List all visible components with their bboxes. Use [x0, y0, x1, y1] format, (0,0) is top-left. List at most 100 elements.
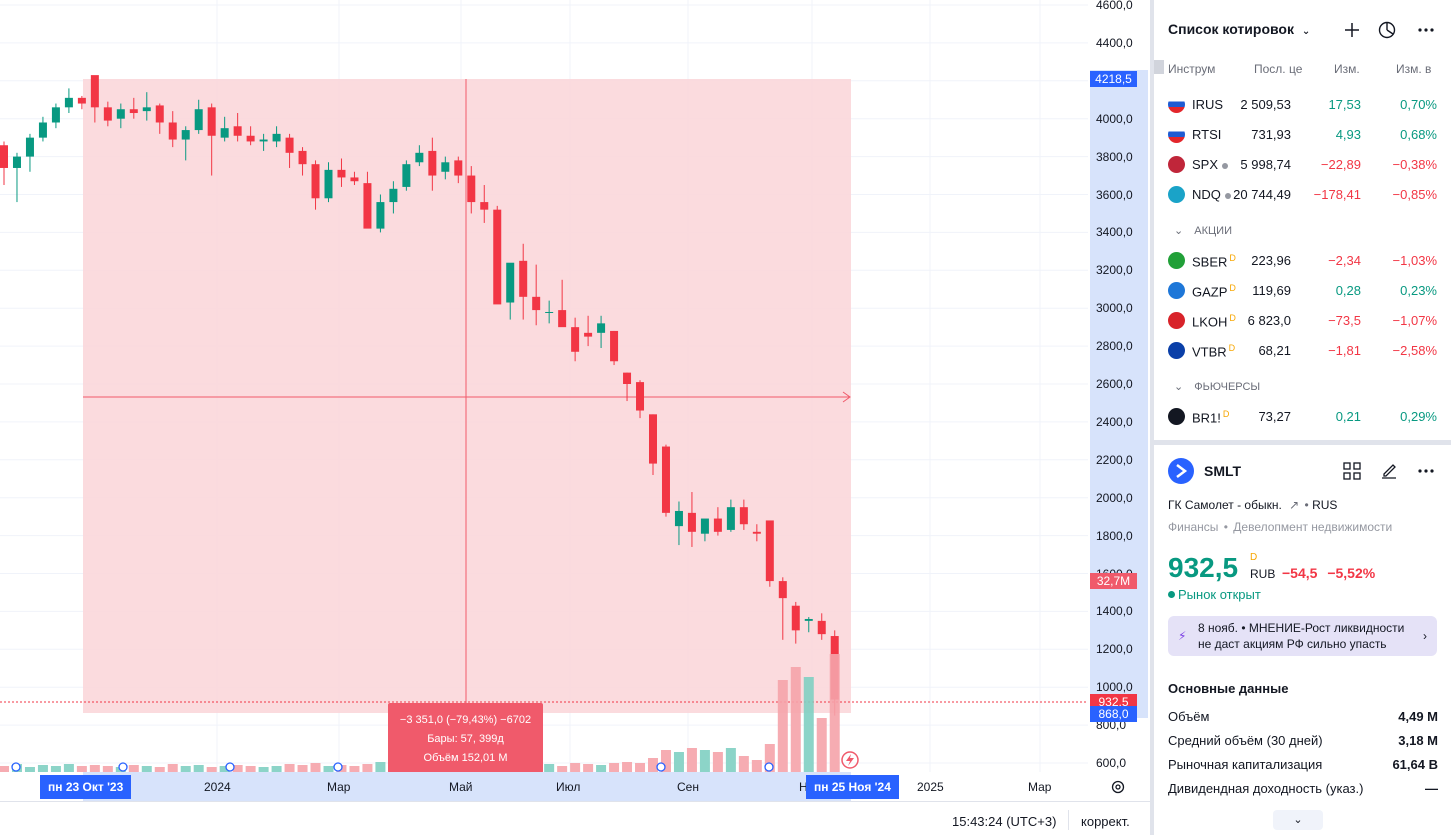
volume-bar — [816, 718, 827, 772]
fundamental-label: Объём — [1168, 709, 1210, 724]
watchlist-row-vtbr[interactable]: VTBR D 68,21 −1,81 −2,58% — [1154, 335, 1451, 365]
volume-bar — [803, 677, 814, 772]
details-symbol[interactable]: SMLT — [1204, 463, 1242, 479]
section-futures[interactable]: ⌄ ФЬЮЧЕРСЫ — [1174, 380, 1260, 393]
volume-bar — [76, 766, 87, 772]
volume-bar — [699, 750, 710, 772]
section-stocks[interactable]: ⌄ АКЦИИ — [1174, 224, 1232, 237]
expand-details-button[interactable]: ⌄ — [1273, 810, 1323, 830]
candle-body — [545, 311, 554, 313]
industry-link[interactable]: Девелопмент недвижимости — [1233, 520, 1393, 534]
price-tick-label: 600,0 — [1096, 756, 1127, 770]
watchlist-row-rtsi[interactable]: RTSI 731,93 4,93 0,68% — [1154, 119, 1451, 149]
right-panel: Список котировок ⌄ Инструм Посл. це Изм.… — [1150, 0, 1451, 835]
more-options-icon[interactable] — [1416, 20, 1436, 40]
event-marker — [225, 762, 235, 772]
price-tick-label: 3400,0 — [1096, 225, 1133, 240]
price-scale[interactable]: 4600,04400,04200,04000,03800,03600,03400… — [1088, 0, 1148, 772]
measure-range — [83, 79, 851, 713]
status-dot — [1224, 192, 1231, 199]
candlestick-chart[interactable] — [0, 0, 1088, 772]
candle-body — [220, 128, 229, 138]
measure-arrow — [842, 391, 851, 403]
chevron-down-icon: ⌄ — [1174, 225, 1184, 237]
price-tick-label: 4000,0 — [1096, 111, 1133, 126]
candle-body — [623, 372, 632, 384]
details-more-icon[interactable] — [1416, 461, 1436, 481]
price-change: −54,5 −5,52% — [1282, 565, 1375, 581]
delay-mark: D — [1229, 313, 1236, 323]
time-scale[interactable]: 2024 Мар Май Июл Сен Н 2025 Мар пн 23 Ок… — [0, 772, 1148, 801]
candle-body — [168, 122, 177, 140]
candle-body — [480, 202, 489, 210]
fundamental-label: Дивидендная доходность (указ.) — [1168, 781, 1364, 796]
edit-icon[interactable] — [1379, 461, 1399, 481]
volume-bar — [271, 766, 282, 772]
external-link-icon[interactable]: ↗ — [1289, 498, 1300, 512]
company-name-text[interactable]: ГК Самолет - обыкн. — [1168, 498, 1282, 512]
russia-flag-icon — [1168, 126, 1185, 143]
candle-body — [337, 169, 346, 178]
watchlist-title[interactable]: Список котировок ⌄ — [1168, 21, 1310, 37]
candle-body — [285, 137, 294, 153]
market-status: Рынок открыт — [1178, 587, 1261, 602]
candle-body — [428, 150, 437, 176]
price-scale-selection — [1090, 70, 1148, 718]
fundamental-row: Объём 4,49 M — [1168, 709, 1438, 724]
news-card[interactable]: ⚡ 8 нояб. • МНЕНИЕ-Рост ликвидности не д… — [1168, 616, 1437, 656]
gazprom-icon — [1168, 282, 1185, 299]
watchlist-change: 0,21 — [1335, 409, 1361, 424]
layout-grid-icon[interactable] — [1342, 461, 1362, 481]
clock-display[interactable]: 15:43:24 (UTC+3) — [952, 814, 1057, 829]
price-tick-label: 3600,0 — [1096, 187, 1133, 202]
time-scale-selection — [83, 772, 851, 801]
watchlist-change-pct: −1,07% — [1392, 313, 1437, 328]
candle-body — [389, 188, 398, 203]
add-symbol-icon[interactable] — [1342, 20, 1362, 40]
select-all-checkbox[interactable] — [1154, 60, 1164, 74]
volume-bar — [673, 752, 684, 772]
watchlist-row-irus[interactable]: IRUS 2 509,53 17,53 0,70% — [1154, 89, 1451, 119]
column-change-pct[interactable]: Изм. в — [1396, 62, 1432, 76]
delay-mark: D — [1222, 409, 1230, 419]
volume-bar — [635, 763, 646, 772]
oil-drop-icon — [1168, 408, 1185, 425]
pie-chart-icon[interactable] — [1377, 20, 1397, 40]
watchlist-row-lkoh[interactable]: LKOH D 6 823,0 −73,5 −1,07% — [1154, 305, 1451, 335]
candle-body — [584, 332, 593, 337]
delay-mark: D — [1229, 253, 1236, 263]
adjust-toggle[interactable]: коррект. — [1081, 814, 1130, 829]
watchlist-row-br1[interactable]: BR1! D 73,27 0,21 0,29% — [1154, 401, 1451, 431]
event-marker — [764, 762, 774, 772]
watchlist-row-sber[interactable]: SBER D 223,96 −2,34 −1,03% — [1154, 245, 1451, 275]
volume-bar — [193, 765, 204, 772]
column-symbol[interactable]: Инструм — [1168, 62, 1216, 76]
gear-icon[interactable] — [1110, 779, 1126, 795]
candle-body — [674, 510, 683, 527]
candle-body — [233, 126, 242, 136]
company-name: ГК Самолет - обыкн. ↗ • RUS — [1168, 498, 1338, 512]
candle-body — [155, 105, 164, 123]
column-change[interactable]: Изм. — [1334, 62, 1360, 76]
volume-bar — [323, 766, 334, 772]
watchlist-row-ndq[interactable]: NDQ 20 744,49 −178,41 −0,85% — [1154, 179, 1451, 209]
sector-link[interactable]: Финансы — [1168, 520, 1219, 534]
candle-body — [558, 310, 567, 328]
column-last[interactable]: Посл. це — [1254, 62, 1303, 76]
volume-bar — [219, 766, 230, 772]
panel-divider[interactable] — [1154, 440, 1451, 445]
volume-bar — [50, 766, 61, 772]
volume-bar — [738, 756, 749, 772]
delay-mark: D — [1250, 552, 1258, 563]
chart-pane[interactable]: −3 351,0 (−79,43%) −6702 Бары: 57, 399д … — [0, 0, 1088, 772]
volume-bar — [570, 763, 581, 772]
candle-body — [817, 620, 826, 635]
watchlist-row-gazp[interactable]: GAZP D 119,69 0,28 0,23% — [1154, 275, 1451, 305]
measure-tooltip: −3 351,0 (−79,43%) −6702 Бары: 57, 399д … — [388, 703, 543, 772]
status-divider — [1068, 810, 1069, 830]
candle-body — [726, 507, 735, 530]
watchlist-change-pct: −2,58% — [1392, 343, 1437, 358]
watchlist-row-spx[interactable]: SPX 5 998,74 −22,89 −0,38% — [1154, 149, 1451, 179]
candle-body — [713, 518, 722, 532]
